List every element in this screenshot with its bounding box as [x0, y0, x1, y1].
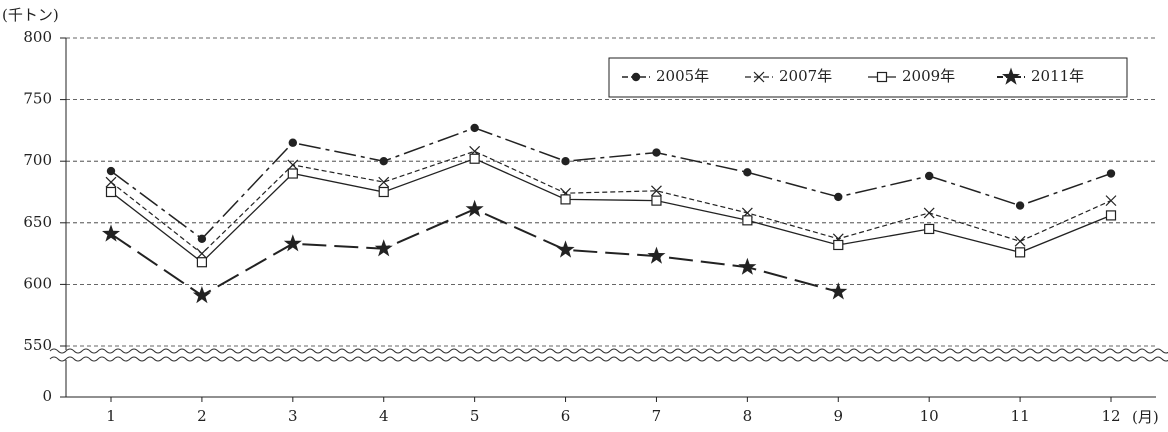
marker	[287, 159, 299, 171]
y-tick-label: 650	[23, 213, 52, 231]
marker	[197, 234, 207, 244]
legend-label: 2007年	[779, 67, 832, 85]
y-tick-label: 800	[23, 28, 52, 46]
marker	[556, 240, 575, 258]
y-tick-label: 700	[23, 151, 52, 169]
y-axis-label: (千トン)	[2, 6, 59, 24]
marker	[1105, 195, 1117, 207]
marker	[651, 185, 662, 197]
x-tick-label: 8	[743, 407, 753, 425]
legend-item: 2005年	[622, 67, 709, 85]
marker	[651, 195, 662, 206]
legend-item: 2011年	[997, 67, 1084, 85]
series-line	[110, 208, 839, 297]
marker	[652, 148, 661, 157]
series-line	[110, 157, 1112, 264]
marker	[561, 157, 570, 166]
x-tick-label: 6	[561, 407, 571, 425]
x-tick-label: 11	[1011, 407, 1030, 425]
legend-label: 2005年	[656, 67, 709, 85]
marker	[738, 257, 757, 275]
marker	[631, 72, 641, 82]
marker	[1106, 169, 1116, 178]
marker	[753, 71, 765, 83]
marker	[374, 239, 393, 257]
marker	[834, 192, 843, 202]
x-tick-label: 4	[379, 407, 389, 425]
marker	[1015, 201, 1025, 210]
y-tick-label: 0	[42, 387, 52, 405]
marker	[560, 194, 571, 205]
marker	[470, 123, 479, 133]
x-tick-label: 5	[470, 407, 480, 425]
y-tick-label: 750	[23, 90, 52, 108]
marker	[1014, 235, 1026, 247]
marker	[283, 234, 302, 252]
marker	[742, 215, 753, 226]
marker	[876, 71, 888, 83]
marker	[378, 176, 390, 188]
marker	[288, 138, 298, 147]
series-line	[110, 150, 1112, 255]
marker	[105, 176, 117, 188]
marker	[1002, 67, 1020, 85]
x-tick-label: 1	[106, 407, 116, 425]
x-tick-label: 9	[833, 407, 843, 425]
marker	[647, 246, 666, 264]
axis-break-gap	[50, 350, 1158, 360]
marker	[465, 199, 484, 217]
x-tick-label: 2	[197, 407, 207, 425]
marker	[192, 286, 211, 304]
legend-item: 2007年	[745, 67, 832, 85]
marker	[102, 224, 120, 242]
legend-label: 2011年	[1031, 67, 1084, 85]
marker	[924, 223, 935, 235]
x-tick-label: 10	[920, 407, 939, 425]
marker	[105, 186, 117, 198]
marker	[196, 248, 208, 260]
marker	[469, 153, 480, 164]
axis-break	[49, 356, 1168, 362]
legend-label: 2009年	[902, 67, 955, 85]
marker	[106, 166, 116, 176]
marker	[378, 186, 389, 198]
legend-item: 2009年	[868, 67, 955, 85]
y-tick-label: 550	[23, 336, 52, 354]
marker	[379, 157, 388, 166]
marker	[833, 239, 844, 251]
x-tick-label: 12	[1101, 407, 1120, 425]
marker	[287, 168, 298, 179]
y-tick-label: 600	[23, 274, 52, 292]
axis-break	[49, 348, 1168, 354]
x-tick-label: 7	[652, 407, 662, 425]
series-line	[110, 127, 1112, 240]
x-axis-label: (月)	[1132, 408, 1159, 426]
marker	[924, 171, 934, 181]
x-tick-label: 3	[288, 407, 298, 425]
marker	[1014, 247, 1026, 258]
marker	[743, 168, 752, 177]
marker	[196, 257, 208, 268]
marker	[829, 282, 848, 300]
marker	[1105, 210, 1117, 221]
marker	[923, 207, 935, 219]
